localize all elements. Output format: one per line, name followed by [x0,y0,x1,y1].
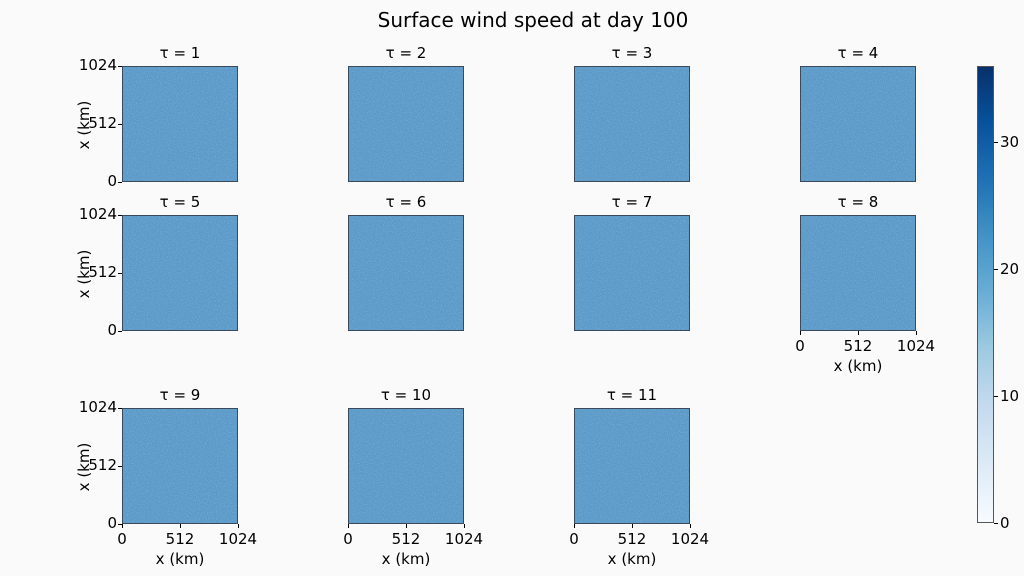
colorbar-tick-label: 10 [994,389,1019,404]
heatmap-image [574,215,690,331]
y-tick-label: 1024 [78,56,117,74]
subplot-title: τ = 7 [611,193,653,211]
x-tick-mark [800,331,801,335]
subplot-panel: τ = 1 0 512 1024 x (km) [75,44,238,189]
x-tick-mark [406,524,407,528]
x-tick-label: 1024 [444,530,484,548]
heatmap-image [574,408,690,524]
y-tick-mark [118,273,122,274]
y-tick-label: 1024 [78,205,117,223]
y-tick-mark [118,466,122,467]
x-tick-mark [916,331,917,335]
y-tick-label: 0 [107,172,117,190]
x-tick-label: 1024 [670,530,710,548]
subplot-panel: τ = 2 [348,44,464,182]
y-tick-label: 0 [107,321,117,339]
colorbar-tick-label: 20 [994,262,1019,277]
subplot-title: τ = 5 [159,193,201,211]
subplot-panel: τ = 7 [574,193,690,331]
heatmap-image [574,66,690,182]
colorbar-tick-label: 0 [994,516,1010,531]
heatmap-image [122,408,238,524]
subplot-panel: τ = 6 [348,193,464,331]
y-axis-label: x (km) [75,442,93,492]
y-tick-mark [118,182,122,183]
y-tick-mark [118,66,122,67]
x-tick-mark [180,524,181,528]
subplot-panel: τ = 10 0 512 1024 x (km) [343,386,483,568]
x-tick-label: 0 [795,337,805,355]
heatmap-image [348,215,464,331]
subplot-title: τ = 10 [380,386,432,404]
y-tick-label: 1024 [78,398,117,416]
subplot-title: τ = 4 [837,44,879,62]
x-tick-label: 0 [569,530,579,548]
heatmap-image [800,66,916,182]
x-tick-label: 512 [391,530,421,548]
x-tick-label: 512 [843,337,873,355]
subplot-panel: τ = 5 0 512 1024 x (km) [75,193,238,338]
y-tick-label: 0 [107,514,117,532]
colorbar [977,66,994,523]
x-axis-label: x (km) [833,357,883,375]
subplot-title: τ = 11 [606,386,658,404]
x-tick-mark [122,524,123,528]
x-axis-label: x (km) [155,550,205,568]
x-tick-mark [632,524,633,528]
y-axis-label: x (km) [75,100,93,150]
heatmap-image [348,66,464,182]
subplot-title: τ = 2 [385,44,427,62]
heatmap-image [800,215,916,331]
colorbar-tick-label: 30 [994,135,1019,150]
x-tick-label: 512 [165,530,195,548]
x-tick-mark [574,524,575,528]
y-tick-label: 512 [88,114,117,132]
heatmap-image [122,215,238,331]
subplot-title: τ = 1 [159,44,201,62]
y-tick-mark [118,408,122,409]
subplot-panel: τ = 3 [574,44,690,182]
subplot-title: τ = 9 [159,386,201,404]
subplot-title: τ = 8 [837,193,879,211]
subplot-title: τ = 6 [385,193,427,211]
y-tick-mark [118,331,122,332]
x-axis-label: x (km) [607,550,657,568]
subplot-panel: τ = 11 0 512 1024 x (km) [569,386,709,568]
y-axis-label: x (km) [75,249,93,299]
heatmap-image [122,66,238,182]
subplot-panel: τ = 9 0 512 1024 x (km) 0 512 1024 x (km) [75,386,257,568]
y-tick-mark [118,524,122,525]
x-tick-label: 1024 [896,337,936,355]
subplot-title: τ = 3 [611,44,653,62]
x-tick-label: 512 [617,530,647,548]
y-tick-mark [118,215,122,216]
x-tick-label: 0 [343,530,353,548]
y-tick-label: 512 [88,263,117,281]
x-tick-mark [464,524,465,528]
y-tick-label: 512 [88,456,117,474]
figure-title: Surface wind speed at day 100 [377,8,689,32]
x-axis-label: x (km) [381,550,431,568]
x-tick-mark [348,524,349,528]
subplot-panel: τ = 4 [800,44,916,182]
x-tick-mark [690,524,691,528]
x-tick-mark [238,524,239,528]
x-tick-label: 1024 [218,530,258,548]
x-tick-label: 0 [117,530,127,548]
subplot-panel: τ = 8 0 512 1024 x (km) [795,193,935,375]
heatmap-image [348,408,464,524]
y-tick-mark [118,124,122,125]
x-tick-mark [858,331,859,335]
